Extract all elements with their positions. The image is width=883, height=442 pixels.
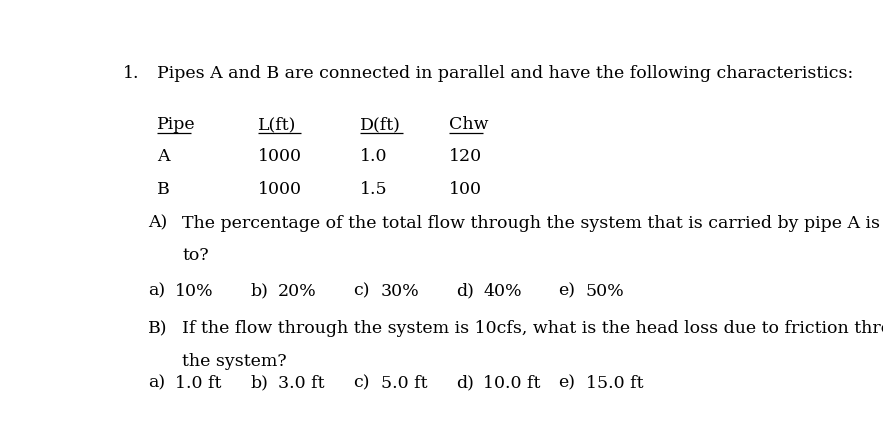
Text: 1000: 1000	[258, 181, 301, 198]
Text: 3.0 ft: 3.0 ft	[278, 375, 325, 392]
Text: Pipe: Pipe	[157, 116, 195, 133]
Text: The percentage of the total flow through the system that is carried by pipe A is: The percentage of the total flow through…	[182, 215, 883, 232]
Text: e): e)	[559, 375, 576, 392]
Text: c): c)	[353, 283, 370, 300]
Text: 1.0: 1.0	[360, 149, 388, 165]
Text: 1.5: 1.5	[360, 181, 388, 198]
Text: L(ft): L(ft)	[258, 116, 296, 133]
Text: to?: to?	[182, 247, 209, 264]
Text: 100: 100	[449, 181, 482, 198]
Text: b): b)	[251, 375, 268, 392]
Text: d): d)	[456, 375, 474, 392]
Text: If the flow through the system is 10cfs, what is the head loss due to friction t: If the flow through the system is 10cfs,…	[182, 320, 883, 337]
Text: 1.0 ft: 1.0 ft	[176, 375, 222, 392]
Text: b): b)	[251, 283, 268, 300]
Text: d): d)	[456, 283, 474, 300]
Text: 40%: 40%	[483, 283, 522, 300]
Text: 5.0 ft: 5.0 ft	[381, 375, 427, 392]
Text: D(ft): D(ft)	[360, 116, 401, 133]
Text: B: B	[157, 181, 170, 198]
Text: 50%: 50%	[586, 283, 625, 300]
Text: 10%: 10%	[176, 283, 214, 300]
Text: 10.0 ft: 10.0 ft	[483, 375, 540, 392]
Text: a): a)	[148, 375, 165, 392]
Text: 1.: 1.	[123, 65, 140, 82]
Text: Pipes A and B are connected in parallel and have the following characteristics:: Pipes A and B are connected in parallel …	[157, 65, 853, 82]
Text: a): a)	[148, 283, 165, 300]
Text: 15.0 ft: 15.0 ft	[586, 375, 644, 392]
Text: 30%: 30%	[381, 283, 419, 300]
Text: c): c)	[353, 375, 370, 392]
Text: B): B)	[148, 320, 168, 337]
Text: e): e)	[559, 283, 576, 300]
Text: the system?: the system?	[182, 353, 287, 370]
Text: A): A)	[148, 215, 167, 232]
Text: 120: 120	[449, 149, 482, 165]
Text: 20%: 20%	[278, 283, 317, 300]
Text: Chw: Chw	[449, 116, 488, 133]
Text: A: A	[157, 149, 170, 165]
Text: 1000: 1000	[258, 149, 301, 165]
